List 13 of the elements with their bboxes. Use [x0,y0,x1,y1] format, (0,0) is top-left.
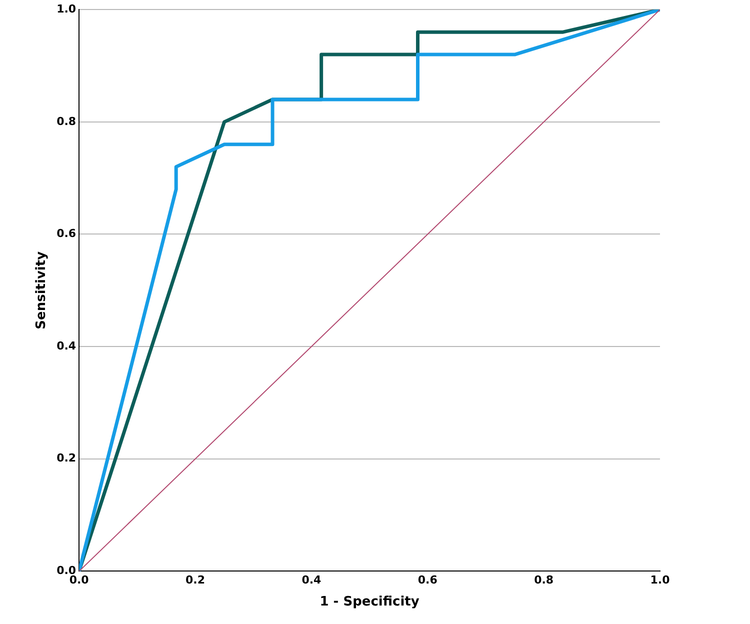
x-tick-label: 1.0 [650,574,670,587]
y-tick-label: 0.8 [56,114,76,128]
x-tick-label: 0.4 [302,574,322,587]
x-tick-label: 0.6 [418,574,438,587]
x-tick-label: 0.2 [186,574,206,587]
y-axis-title: Sensitivity [34,250,50,330]
y-tick-label: 0.2 [56,452,76,465]
y-tick-label: 0.4 [56,339,76,352]
x-axis-title: 1 - Specificity [320,594,420,610]
x-tick-label: 0.8 [534,574,554,587]
x-tick-label: 0.0 [69,574,90,587]
y-tick-label: 1.0 [56,2,76,16]
y-tick-label: 0.6 [56,227,76,240]
